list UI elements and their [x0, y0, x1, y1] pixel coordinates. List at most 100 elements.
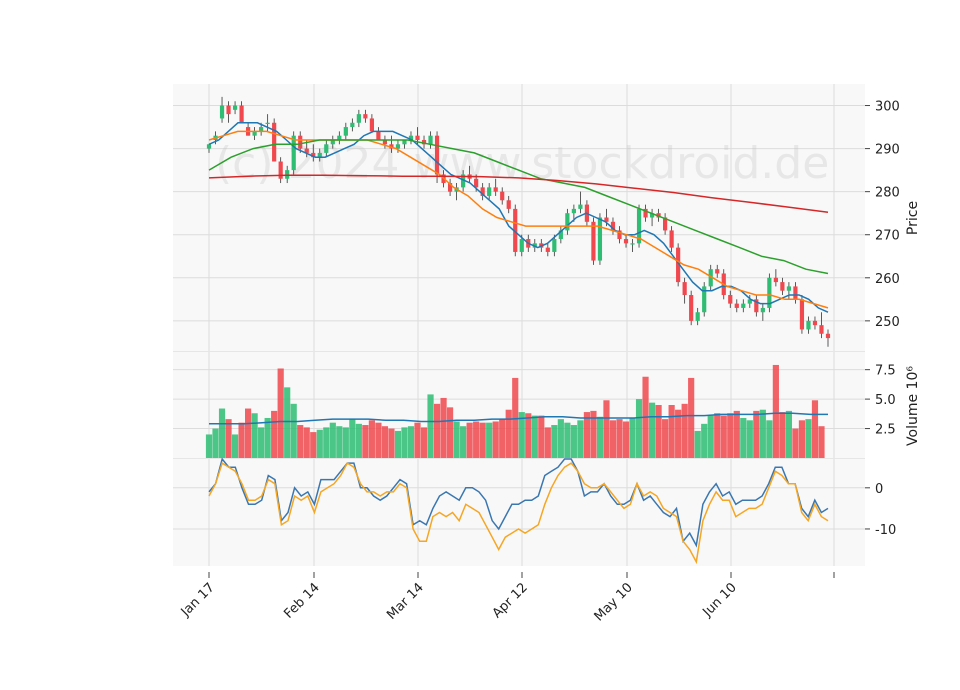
volume-bar [401, 427, 408, 458]
candle-body [780, 282, 785, 291]
candle-body [343, 127, 348, 136]
candle-body [571, 208, 576, 214]
volume-bar [381, 426, 389, 458]
candle-body [395, 144, 401, 149]
volume-bar [681, 403, 688, 458]
volume-bar [525, 413, 532, 458]
volume-bars [205, 364, 825, 458]
volume-bar [499, 419, 506, 458]
candle-body [767, 277, 772, 308]
volume-bar [544, 427, 551, 458]
y-tick-label: -10 [875, 523, 896, 538]
volume-bar [205, 434, 213, 458]
candle-body [545, 247, 550, 252]
volume-bar [648, 402, 656, 458]
candle-body [806, 320, 811, 330]
volume-bar [577, 420, 584, 458]
candle-body [500, 191, 505, 201]
candle-body [558, 230, 563, 240]
candle-body [421, 139, 427, 145]
price-axis-label: Price [905, 201, 921, 235]
y-tick-label: 250 [875, 315, 900, 330]
x-tick-label: Jun 10 [700, 580, 740, 620]
volume-bar [622, 421, 630, 458]
candle-body [291, 135, 296, 171]
candle-body [369, 118, 374, 132]
volume-bar [349, 419, 356, 458]
candle-body [695, 312, 700, 321]
volume-bar [342, 427, 349, 458]
candle-body [689, 295, 694, 321]
volume-bar [303, 427, 310, 458]
candle-body [636, 208, 642, 244]
candle-body [239, 105, 244, 123]
macd-line-signal [208, 461, 829, 565]
volume-bar [740, 417, 747, 458]
volume-bar [564, 422, 571, 458]
candle-body [428, 135, 433, 145]
candle-body [643, 208, 648, 218]
candlesticks [206, 96, 831, 347]
candle-body [747, 299, 752, 304]
volume-bar [231, 434, 239, 458]
y-tick-label: 0 [875, 482, 883, 497]
candle-body [415, 135, 420, 140]
candle-body [402, 139, 407, 145]
candle-body [259, 127, 264, 132]
volume-bar [271, 410, 278, 458]
candle-body [461, 174, 466, 188]
volume-bar [290, 403, 297, 458]
volume-bar [570, 425, 577, 458]
candle-body [630, 243, 635, 245]
ma-line-ma10 [208, 122, 829, 313]
candle-body [285, 170, 290, 179]
candle-body [447, 183, 453, 192]
volume-bar [414, 422, 421, 458]
volume-bar [694, 430, 701, 458]
candle-body [741, 303, 746, 308]
volume-bar [798, 420, 806, 458]
volume-bar [407, 426, 415, 458]
candle-body [604, 217, 609, 222]
candle-body [304, 148, 309, 153]
volume-bar [662, 419, 669, 458]
candle-body [519, 239, 524, 252]
volume-bar [316, 429, 323, 458]
volume-bar [596, 416, 604, 458]
volume-bar [616, 419, 623, 458]
candle-body [219, 105, 225, 119]
volume-axis-label: Volume 10⁶ [905, 366, 921, 446]
candle-body [408, 135, 414, 140]
candle-body [474, 178, 479, 188]
volume-bar [792, 428, 799, 458]
volume-bar [336, 426, 343, 458]
candle-body [623, 239, 629, 244]
candle-body [578, 204, 583, 209]
volume-bar [668, 405, 675, 458]
candle-body [708, 269, 713, 287]
candle-body [376, 131, 381, 140]
volume-bar [779, 412, 786, 458]
volume-bar [538, 415, 545, 458]
volume-bar [446, 407, 454, 458]
candle-body [552, 239, 557, 252]
volume-bar [701, 423, 708, 458]
volume-bar [258, 427, 265, 458]
candle-body [350, 122, 355, 128]
volume-bar [368, 420, 375, 458]
candle-body [825, 333, 831, 339]
volume-bar [818, 426, 825, 458]
candle-body [812, 320, 818, 326]
x-tick-label: Feb 14 [281, 580, 323, 622]
candle-body [793, 286, 798, 300]
candle-body [272, 122, 277, 162]
candle-body [715, 269, 720, 274]
volume-bar [720, 415, 727, 458]
candle-body [728, 295, 733, 304]
candle-body [317, 152, 322, 158]
candle-body [337, 135, 342, 140]
candle-body [493, 187, 498, 192]
candle-body [232, 105, 238, 110]
